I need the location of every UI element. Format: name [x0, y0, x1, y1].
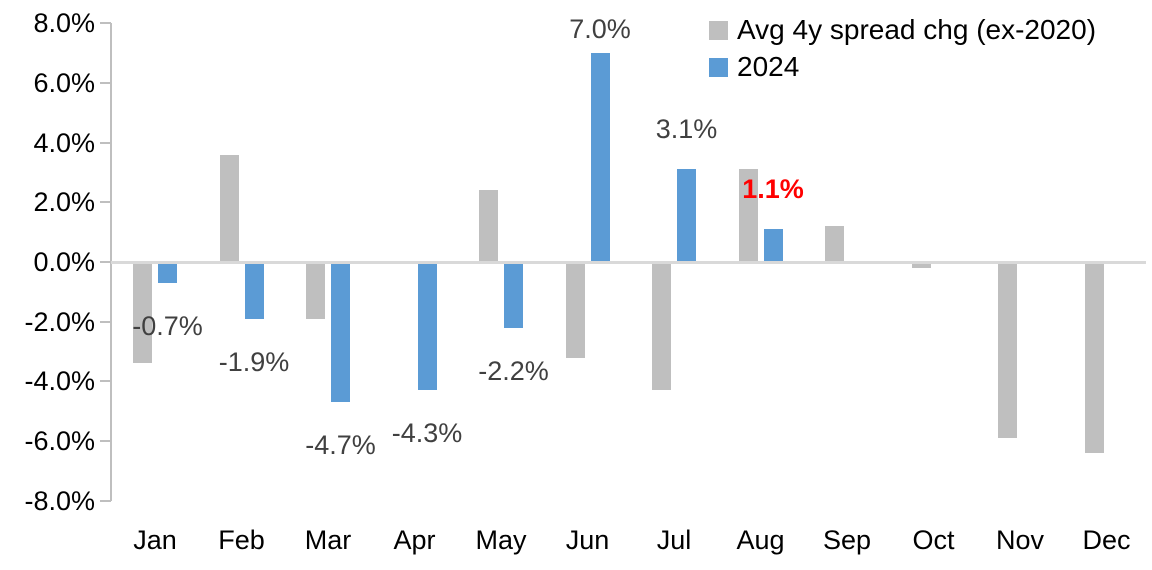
y-axis-tick	[100, 261, 111, 263]
data-label-feb: -1.9%	[218, 346, 290, 377]
legend-swatch-2024	[709, 57, 728, 77]
legend-swatch-avg-4y-spread	[709, 20, 728, 40]
bar-avg-nov	[998, 262, 1017, 439]
legend-label-avg-4y-spread: Avg 4y spread chg (ex-2020)	[737, 14, 1097, 45]
y-axis-tick	[100, 320, 111, 323]
bar-2024-jul	[677, 169, 696, 262]
y-axis-tick	[100, 380, 111, 383]
month-label-jun: Jun	[565, 525, 610, 555]
y-tick-label--4.0%: -4.0%	[24, 366, 95, 397]
month-label-nov: Nov	[995, 525, 1044, 555]
legend-label-2024: 2024	[737, 51, 800, 82]
bar-2024-jun	[590, 53, 610, 262]
month-label-aug: Aug	[736, 525, 785, 555]
y-tick-label-2.0%: 2.0%	[33, 187, 95, 218]
bar-avg-dec	[1084, 262, 1104, 454]
legend-item-avg-4y-spread: Avg 4y spread chg (ex-2020)	[709, 12, 1096, 48]
y-tick-label-6.0%: 6.0%	[33, 67, 95, 98]
y-tick-label-4.0%: 4.0%	[33, 127, 95, 158]
y-axis-tick	[100, 22, 111, 25]
bar-2024-may	[504, 262, 523, 328]
data-label-aug: 1.1%	[742, 174, 804, 205]
bar-avg-feb	[219, 154, 239, 262]
bar-avg-jul	[652, 262, 671, 391]
bar-2024-apr	[417, 262, 437, 391]
y-axis-tick	[100, 141, 111, 144]
y-axis-tick	[100, 499, 111, 502]
zero-axis-line	[111, 260, 1146, 264]
bar-avg-mar	[306, 262, 325, 319]
bar-2024-feb	[244, 262, 264, 319]
month-label-apr: Apr	[393, 525, 436, 555]
month-label-jan: Jan	[133, 525, 177, 555]
data-label-may: -2.2%	[478, 355, 549, 386]
bar-avg-jun	[565, 262, 585, 358]
month-label-jul: Jul	[656, 525, 692, 555]
month-label-mar: Mar	[304, 525, 352, 555]
data-label-jun: 7.0%	[569, 14, 631, 44]
y-tick-label--6.0%: -6.0%	[24, 426, 95, 457]
bar-avg-may	[479, 190, 498, 262]
y-tick-label--2.0%: -2.0%	[24, 306, 95, 337]
bar-avg-sep	[825, 226, 844, 262]
y-axis-tick	[100, 81, 111, 84]
y-tick-label--8.0%: -8.0%	[24, 485, 95, 516]
y-tick-label-8.0%: 8.0%	[33, 8, 95, 39]
bar-avg-oct	[911, 262, 931, 268]
data-label-jan: -0.7%	[132, 310, 203, 341]
y-tick-label-0.0%: 0.0%	[33, 247, 95, 277]
legend: Avg 4y spread chg (ex-2020) 2024	[709, 12, 1096, 85]
month-label-feb: Feb	[218, 525, 265, 555]
month-label-oct: Oct	[912, 525, 955, 555]
data-label-jul: 3.1%	[655, 114, 718, 145]
month-label-may: May	[475, 525, 527, 555]
y-axis-tick	[100, 440, 111, 443]
data-label-apr: -4.3%	[391, 418, 463, 449]
legend-item-2024: 2024	[709, 49, 1096, 85]
month-label-sep: Sep	[822, 525, 872, 555]
month-label-dec: Dec	[1082, 525, 1131, 555]
bar-2024-aug	[763, 229, 783, 262]
data-label-mar: -4.7%	[305, 430, 376, 461]
bar-2024-jan	[158, 262, 177, 283]
y-axis-tick	[100, 201, 111, 204]
bar-avg-jan	[133, 262, 152, 364]
bar-avg-aug	[738, 169, 758, 262]
bar-2024-mar	[331, 262, 350, 403]
